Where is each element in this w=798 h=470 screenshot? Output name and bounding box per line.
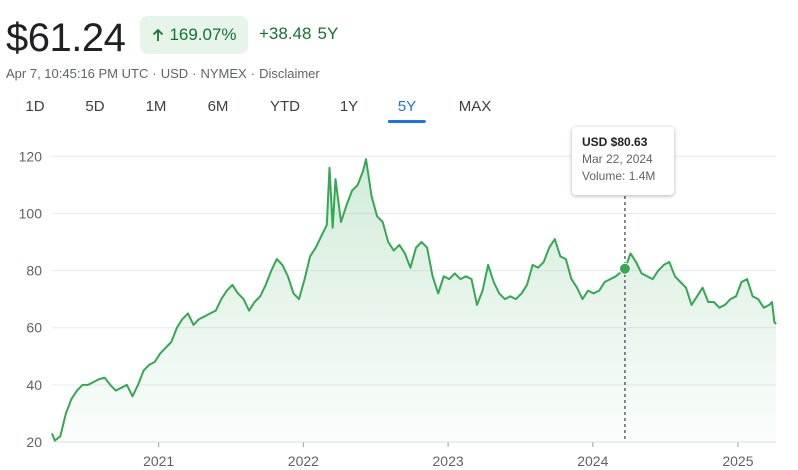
absolute-change: +38.48 5Y bbox=[259, 24, 338, 44]
tab-6m[interactable]: 6M bbox=[207, 98, 229, 115]
series-line bbox=[51, 158, 777, 442]
tooltip-date: Mar 22, 2024 bbox=[582, 152, 653, 166]
hover-tooltip: USD $80.63 Mar 22, 2024 Volume: 1.4M bbox=[572, 127, 674, 195]
y-tick-label: 80 bbox=[26, 263, 42, 279]
tab-5y[interactable]: 5Y bbox=[387, 96, 427, 123]
active-tab-indicator bbox=[387, 120, 427, 123]
x-tick-label: 2025 bbox=[722, 453, 753, 469]
range-tabs: 1D 5D 1M 6M YTD 1Y 5Y MAX bbox=[0, 96, 520, 124]
y-tick-label: 60 bbox=[26, 320, 42, 336]
change-period: 5Y bbox=[317, 24, 339, 43]
quote-timestamp: Apr 7, 10:45:16 PM UTC bbox=[6, 66, 149, 81]
x-tick-label: 2024 bbox=[577, 453, 608, 469]
y-tick-label: 120 bbox=[19, 148, 43, 164]
y-tick-label: 20 bbox=[26, 434, 42, 450]
arrow-up-icon bbox=[153, 28, 164, 41]
series-area-fill bbox=[52, 159, 776, 442]
percent-change-value: 169.07% bbox=[169, 25, 237, 44]
current-price: $61.24 bbox=[6, 16, 126, 60]
tab-5d[interactable]: 5D bbox=[85, 98, 105, 115]
tab-1y[interactable]: 1Y bbox=[339, 98, 359, 115]
x-tick-label: 2021 bbox=[143, 453, 174, 469]
tab-1m[interactable]: 1M bbox=[145, 98, 167, 115]
percent-change-badge: 169.07% bbox=[140, 16, 248, 54]
tooltip-price: USD $80.63 bbox=[582, 135, 648, 149]
quote-meta: Apr 7, 10:45:16 PM UTC · USD · NYMEX · Disclai… bbox=[6, 66, 320, 81]
quote-currency: USD bbox=[160, 66, 189, 81]
x-tick-label: 2023 bbox=[433, 453, 464, 469]
tab-max[interactable]: MAX bbox=[458, 98, 492, 115]
hover-point bbox=[618, 262, 631, 275]
tab-1d[interactable]: 1D bbox=[25, 98, 45, 115]
x-tick-label: 2022 bbox=[288, 453, 319, 469]
quote-exchange: NYMEX bbox=[200, 66, 247, 81]
absolute-change-value: +38.48 bbox=[259, 24, 312, 43]
tab-ytd[interactable]: YTD bbox=[270, 98, 300, 115]
tooltip-volume: Volume: 1.4M bbox=[582, 169, 656, 183]
disclaimer-link[interactable]: Disclaimer bbox=[259, 66, 320, 81]
y-tick-label: 40 bbox=[26, 377, 42, 393]
y-tick-label: 100 bbox=[19, 205, 43, 221]
